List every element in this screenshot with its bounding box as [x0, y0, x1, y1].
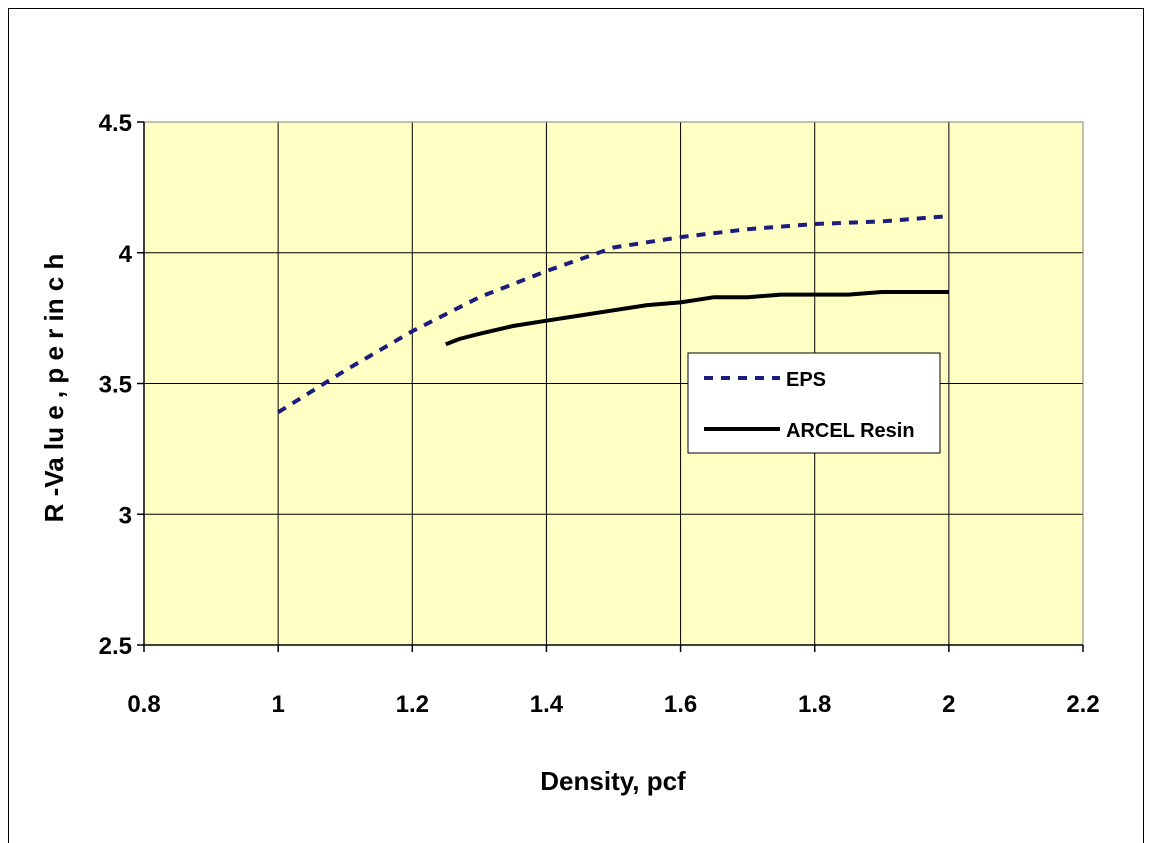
y-tick-label: 2.5 — [99, 633, 132, 660]
x-tick-label: 1.4 — [530, 691, 564, 718]
axis-tick-marks — [137, 121, 1084, 652]
x-tick-label: 2.2 — [1066, 691, 1099, 718]
x-tick-labels: 0.8 1 1.2 1.4 1.6 1.8 2 2.2 — [127, 691, 1099, 718]
y-tick-label: 3.5 — [99, 372, 132, 399]
x-tick-label: 1 — [271, 691, 284, 718]
legend: EPS ARCEL Resin — [687, 352, 941, 454]
x-tick-label: 1.8 — [798, 691, 831, 718]
series-lines — [277, 214, 950, 414]
y-tick-label: 3 — [119, 502, 132, 529]
y-axis-title: R -Va lu e , p e r in c h — [39, 254, 69, 523]
x-tick-label: 2 — [942, 691, 955, 718]
x-axis-title: Density, pcf — [540, 766, 686, 796]
legend-box — [687, 352, 941, 454]
y-tick-label: 4 — [119, 241, 133, 268]
series-line-eps — [277, 214, 950, 414]
y-tick-label: 4.5 — [99, 110, 132, 137]
x-tick-label: 1.6 — [664, 691, 697, 718]
x-tick-label: 1.2 — [396, 691, 429, 718]
y-tick-labels: 2.5 3 3.5 4 4.5 — [99, 110, 133, 660]
legend-label-arcel-resin: ARCEL Resin — [786, 420, 915, 442]
x-tick-label: 0.8 — [127, 691, 160, 718]
series-line-arcel-resin — [445, 290, 949, 347]
legend-label-eps: EPS — [786, 369, 826, 391]
